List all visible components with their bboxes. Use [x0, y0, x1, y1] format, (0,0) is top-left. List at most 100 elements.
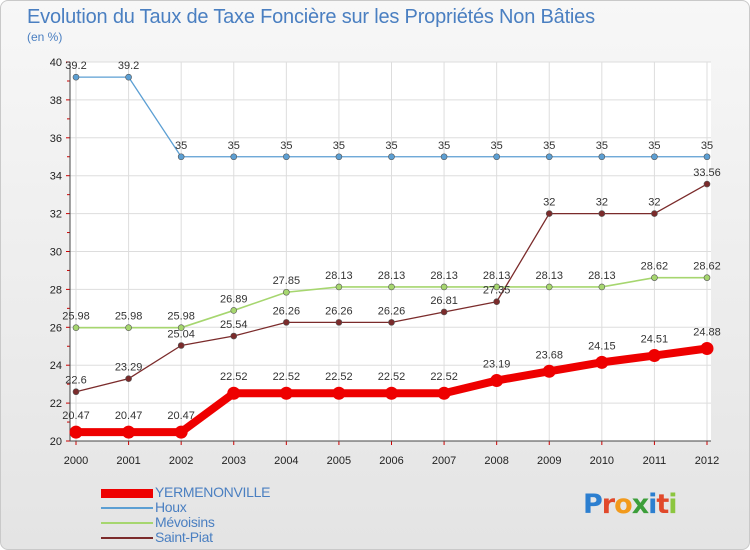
- data-point: [177, 324, 185, 331]
- logo-letter: t: [656, 489, 669, 520]
- data-label: 27.85: [273, 275, 301, 287]
- series-m-voisins: [72, 274, 711, 331]
- data-point: [490, 374, 504, 388]
- data-label: 24.88: [693, 327, 721, 339]
- data-point: [493, 283, 500, 291]
- data-point: [385, 386, 398, 400]
- y-tick-label: 24: [50, 360, 62, 372]
- data-label: 22.52: [220, 371, 248, 383]
- data-point: [598, 153, 606, 161]
- data-label: 35: [648, 140, 660, 152]
- axis-layer: 20 22 24 26 28 30 32 34 36 38 40 2000 2001 2002 2003 20…: [50, 57, 719, 467]
- data-point: [122, 425, 136, 439]
- data-point: [440, 308, 448, 316]
- data-label: 32: [648, 197, 660, 209]
- data-point: [388, 319, 395, 326]
- data-point: [598, 283, 606, 291]
- data-label: 32: [596, 197, 608, 209]
- data-label: 20.47: [115, 410, 143, 422]
- series-houx: [72, 73, 711, 161]
- data-label: 32: [543, 197, 555, 209]
- legend-swatch: [101, 522, 153, 524]
- logo-letter: i: [648, 489, 657, 520]
- x-tick-label: 2011: [643, 455, 667, 467]
- data-label: 20.47: [167, 410, 195, 422]
- data-label: 35: [385, 140, 397, 152]
- proxiti-logo: Proxiti: [583, 489, 678, 520]
- data-point: [177, 342, 185, 349]
- logo-letter: i: [668, 489, 677, 520]
- data-label: 25.98: [167, 311, 195, 323]
- data-point: [703, 180, 711, 188]
- y-tick-label: 22: [50, 398, 62, 410]
- data-label: 22.52: [430, 371, 458, 383]
- legend-label: YERMENONVILLE: [155, 484, 271, 500]
- data-point: [598, 210, 606, 217]
- x-tick-label: 2002: [169, 455, 193, 467]
- data-label: 25.54: [220, 319, 248, 331]
- y-tick-label: 40: [50, 57, 62, 69]
- data-label: 20.47: [62, 410, 90, 422]
- series-layer: [69, 73, 714, 439]
- data-point: [437, 386, 451, 400]
- data-label: 28.13: [483, 270, 511, 282]
- data-point: [703, 274, 711, 281]
- data-label: 23.19: [483, 359, 511, 371]
- x-tick-label: 2005: [327, 455, 351, 467]
- data-point: [545, 283, 553, 291]
- logo-letter: P: [583, 489, 603, 520]
- data-label: 22.52: [378, 371, 406, 383]
- data-point: [174, 425, 188, 439]
- data-point: [283, 288, 290, 296]
- data-label: 28.13: [430, 270, 458, 282]
- data-point: [703, 153, 711, 161]
- legend-label: Mévoisins: [155, 514, 215, 530]
- data-point: [440, 153, 448, 161]
- chart-unit-label: (en %): [27, 30, 63, 44]
- series-saint-piat: [72, 180, 711, 396]
- data-label: 27.35: [483, 285, 511, 297]
- data-point: [388, 153, 395, 161]
- data-point: [72, 324, 80, 331]
- y-tick-label: 26: [50, 322, 62, 334]
- x-tick-label: 2008: [484, 455, 508, 467]
- y-tick-label: 34: [50, 171, 62, 183]
- data-point: [651, 210, 658, 217]
- data-point: [125, 375, 132, 382]
- data-label: 24.15: [588, 340, 616, 352]
- x-tick-label: 2006: [379, 455, 403, 467]
- y-tick-label: 28: [50, 284, 62, 296]
- data-point: [230, 332, 238, 340]
- y-tick-label: 20: [50, 436, 62, 448]
- data-label: 35: [701, 140, 713, 152]
- data-label: 26.26: [325, 305, 353, 317]
- data-label: 35: [438, 140, 450, 152]
- data-label: 26.81: [430, 295, 458, 307]
- data-label: 22.6: [65, 375, 86, 387]
- data-label: 26.26: [273, 305, 301, 317]
- data-point: [647, 349, 661, 363]
- data-point: [72, 73, 80, 81]
- logo-letter: o: [614, 489, 633, 520]
- x-tick-label: 2012: [695, 455, 719, 467]
- data-point: [545, 153, 553, 161]
- data-point: [125, 324, 132, 331]
- data-label: 26.89: [220, 293, 248, 305]
- data-label: 35: [333, 140, 345, 152]
- data-label: 28.13: [535, 270, 563, 282]
- data-label: 28.13: [378, 270, 406, 282]
- data-point: [177, 153, 185, 161]
- data-label: 24.51: [641, 334, 669, 346]
- legend-swatch: [101, 507, 153, 509]
- data-label: 35: [543, 140, 555, 152]
- data-point: [332, 386, 346, 400]
- data-label: 25.98: [62, 311, 90, 323]
- x-tick-label: 2004: [274, 455, 298, 467]
- data-point: [283, 319, 290, 326]
- data-point: [335, 319, 343, 326]
- logo-letter: x: [631, 489, 649, 520]
- line-chart: 20 22 24 26 28 30 32 34 36 38 40 2000 2001 2002 2003 20…: [50, 57, 721, 467]
- data-label: 39.2: [118, 60, 139, 72]
- data-label: 25.98: [115, 311, 143, 323]
